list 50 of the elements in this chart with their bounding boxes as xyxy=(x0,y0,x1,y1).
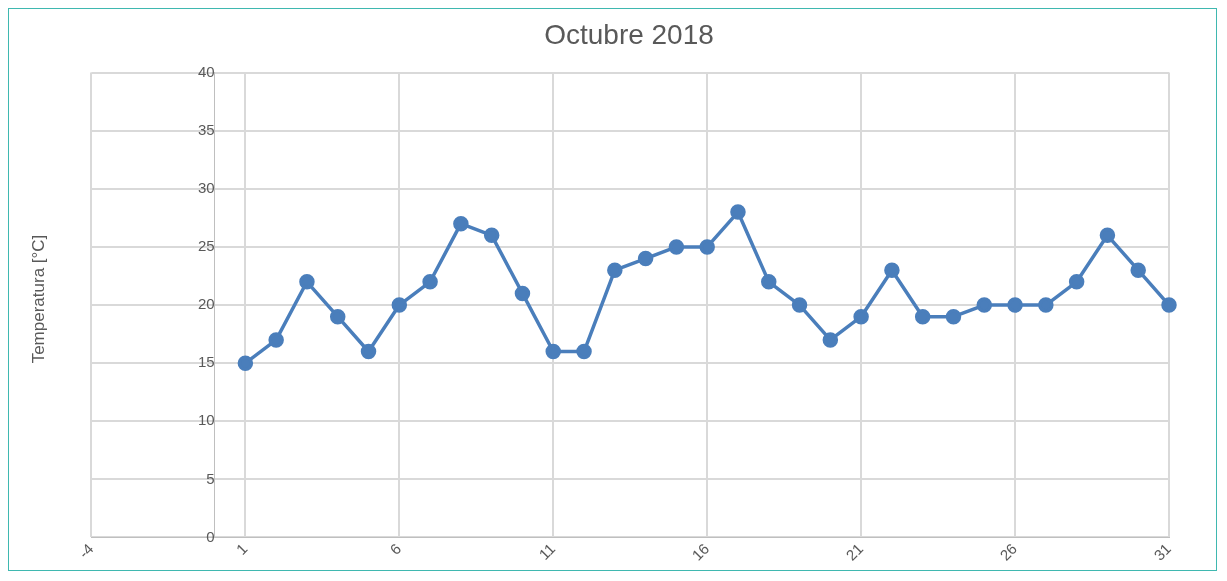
y-tick-label: 20 xyxy=(197,295,215,313)
y-tick-label: 5 xyxy=(206,469,215,487)
point xyxy=(391,297,408,313)
point xyxy=(422,274,438,290)
point xyxy=(884,262,900,278)
x-tick-label: 11 xyxy=(535,539,559,563)
y-tick-label: 0 xyxy=(206,527,215,545)
point xyxy=(761,274,777,290)
point xyxy=(483,227,500,244)
point xyxy=(237,355,254,371)
point xyxy=(791,297,808,313)
point xyxy=(1130,262,1146,278)
point xyxy=(822,332,839,348)
point xyxy=(1068,274,1085,290)
point xyxy=(514,285,531,302)
x-tick-label: 26 xyxy=(996,539,1021,564)
y-tick-label: 10 xyxy=(197,411,215,429)
x-tick-label: 31 xyxy=(1150,539,1175,564)
y-tick-label: 15 xyxy=(197,353,215,371)
point xyxy=(914,308,931,325)
y-tick-label: 25 xyxy=(197,237,215,255)
point xyxy=(268,332,284,348)
point xyxy=(576,343,592,360)
point xyxy=(453,215,469,232)
point xyxy=(607,262,623,278)
x-tick-label: 16 xyxy=(688,539,713,564)
x-tick-label: 1 xyxy=(232,539,251,558)
y-axis-title: Temperatura [°C] xyxy=(29,234,49,364)
point xyxy=(637,250,654,267)
point xyxy=(1099,227,1116,244)
point xyxy=(668,239,685,255)
point xyxy=(699,239,715,255)
point xyxy=(299,274,315,290)
point xyxy=(976,297,993,313)
point xyxy=(945,308,962,325)
point xyxy=(1038,297,1054,313)
point xyxy=(545,343,561,360)
y-tick-label: 35 xyxy=(197,120,215,138)
x-tick-label: -4 xyxy=(75,539,97,562)
point xyxy=(1161,297,1177,313)
point xyxy=(730,204,746,220)
x-tick-label: 6 xyxy=(386,539,405,558)
point xyxy=(329,308,346,325)
point xyxy=(360,343,377,360)
point xyxy=(853,308,869,325)
x-tick-label: 21 xyxy=(842,539,867,564)
point xyxy=(1007,297,1023,313)
chart-title: Octubre 2018 xyxy=(544,18,714,50)
y-tick-label: 40 xyxy=(197,62,215,80)
y-tick-label: 30 xyxy=(197,178,215,196)
